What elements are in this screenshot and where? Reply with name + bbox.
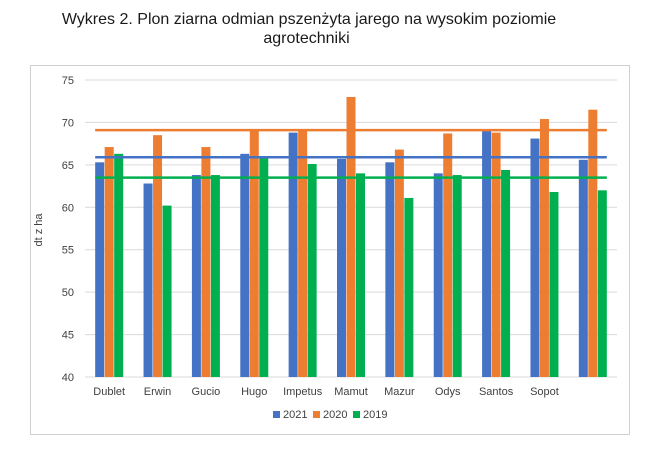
x-tick-label: Impetus	[283, 386, 323, 398]
bar-2021-impetus	[288, 132, 298, 377]
bar-2019-santos	[501, 169, 511, 377]
bar-2021-santos	[482, 130, 492, 377]
bar-2019-odys	[452, 175, 462, 377]
average-lines	[95, 128, 607, 179]
x-tick-label: Mamut	[334, 386, 368, 398]
bar-2019-unnamed	[597, 190, 607, 377]
bar-2021-sopot	[530, 138, 540, 377]
bar-2019-sopot	[549, 192, 559, 377]
bar-2019-impetus	[307, 164, 317, 377]
y-tick-label: 45	[62, 330, 74, 342]
bar-2021-hugo	[240, 153, 250, 377]
legend: 2021 2020 2019	[273, 409, 387, 421]
bar-2020-sopot	[539, 119, 549, 377]
bar-2020-hugo	[249, 130, 259, 377]
x-tick-label: Erwin	[144, 386, 172, 398]
y-tick-label: 55	[62, 245, 74, 257]
bar-2019-dublet	[114, 153, 124, 377]
bar-2020-odys	[443, 133, 453, 377]
y-axis-label: dt z ha	[33, 213, 45, 247]
y-axis-ticks: 40 45 50 55 60 65 70 75	[62, 75, 74, 384]
legend-label-2020: 2020	[323, 409, 347, 421]
bar-2021-dublet	[95, 162, 105, 377]
bar-2020-dublet	[104, 147, 114, 377]
chart-title-line1: Wykres 2. Plon ziarna odmian pszenżyta j…	[61, 11, 557, 28]
chart-title-line2: agrotechniki	[263, 30, 350, 47]
bar-2019-hugo	[259, 157, 269, 377]
bar-2020-impetus	[298, 130, 308, 377]
x-axis-ticks: Dublet Erwin Gucio Hugo Impetus Mamut Mazur Ody…	[93, 386, 559, 398]
legend-swatch-2020	[313, 411, 320, 418]
bar-2021-gucio	[191, 175, 201, 377]
bar-2021-mamut	[337, 158, 346, 377]
x-tick-label: Hugo	[241, 386, 267, 398]
bar-2020-santos	[491, 132, 501, 377]
bar-2021-unnamed	[578, 159, 588, 377]
bar-2021-odys	[433, 173, 443, 377]
legend-swatch-2019	[353, 411, 360, 418]
bar-2020-mamut	[346, 96, 356, 377]
legend-label-2021: 2021	[283, 409, 307, 421]
y-tick-label: 75	[62, 75, 74, 87]
bar-2019-mamut	[356, 173, 365, 377]
chart-title: Wykres 2. Plon ziarna odmian pszenżyta j…	[0, 10, 648, 48]
bar-2021-mazur	[385, 162, 395, 377]
x-tick-label: Sopot	[530, 386, 559, 398]
y-tick-label: 60	[62, 202, 74, 214]
x-tick-label: Gucio	[192, 386, 221, 398]
x-tick-label: Mazur	[384, 386, 415, 398]
bar-2020-erwin	[153, 135, 163, 377]
legend-label-2019: 2019	[363, 409, 387, 421]
x-tick-label: Dublet	[93, 386, 125, 398]
legend-swatch-2021	[273, 411, 280, 418]
x-tick-label: Odys	[435, 386, 461, 398]
x-tick-label: Santos	[479, 386, 514, 398]
y-tick-label: 50	[62, 287, 74, 299]
y-tick-label: 40	[62, 372, 74, 384]
y-tick-label: 70	[62, 117, 74, 129]
y-tick-label: 65	[62, 160, 74, 172]
bars	[95, 96, 607, 377]
bar-2020-gucio	[201, 147, 211, 377]
bar-2019-gucio	[210, 175, 220, 377]
bar-2019-erwin	[162, 205, 172, 377]
bar-2019-mazur	[404, 197, 414, 377]
bar-2020-mazur	[394, 149, 404, 377]
bar-2021-erwin	[143, 183, 153, 377]
bar-2020-unnamed	[588, 109, 598, 377]
